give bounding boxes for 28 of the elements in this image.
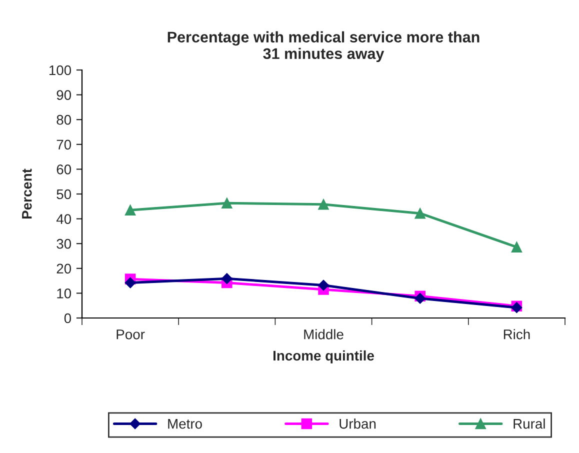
y-tick-label: 40 [56, 214, 72, 224]
point [221, 273, 232, 284]
y-tick-label: 10 [57, 288, 72, 298]
point [318, 199, 329, 210]
point [318, 280, 329, 291]
y-tick-label: 0 [64, 313, 72, 324]
y-tick-label: 70 [56, 140, 72, 150]
y-axis-title: Percent [22, 168, 32, 219]
point [511, 242, 522, 252]
chart-title: Percentage with medical service more than 31 minutes away [168, 31, 480, 62]
legend-label: Metro [168, 419, 202, 429]
point [222, 198, 232, 209]
y-tick-label: 30 [56, 238, 72, 249]
point [124, 204, 136, 216]
point [414, 208, 426, 219]
x-tick-label: Rich [504, 329, 530, 340]
point [124, 277, 136, 288]
y-tick-label: 50 [56, 189, 72, 200]
x-tick-label: Poor [116, 330, 145, 340]
x-axis-title: Income quintile [274, 350, 374, 364]
y-tick-label: 90 [56, 90, 72, 100]
x-tick-label: Middle [304, 329, 344, 340]
y-tick-label: 60 [56, 164, 72, 174]
legend-label: Urban [340, 418, 376, 429]
y-tick-label: 20 [56, 264, 72, 274]
y-tick-label: 100 [49, 65, 72, 76]
legend-label: Rural [514, 418, 545, 429]
y-tick-label: 80 [56, 114, 72, 125]
